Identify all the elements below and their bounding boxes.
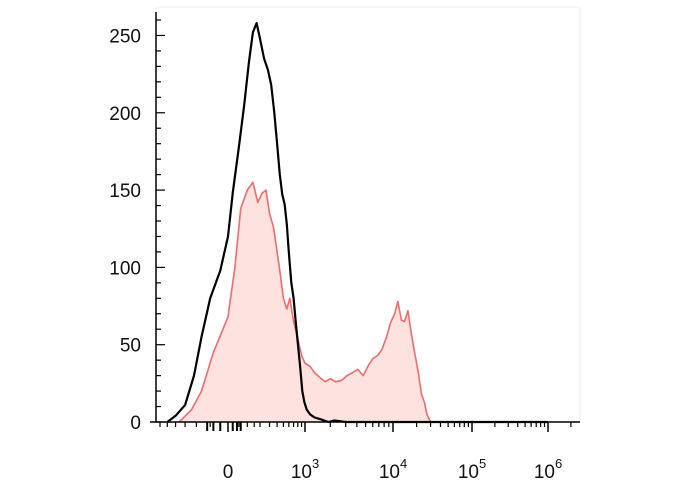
series-0-area [179, 182, 548, 422]
y-tick-label: 150 [109, 181, 141, 202]
y-tick-label: 0 [130, 413, 141, 434]
x-tick-label: 0 [223, 462, 234, 483]
x-axis: 0 103 104 105 106 [150, 421, 580, 483]
series-1-line [166, 22, 548, 424]
line-series-group [166, 22, 548, 424]
y-tick-label: 200 [109, 104, 141, 125]
x-tick-label: 104 [379, 456, 407, 483]
filled-series-group [178, 181, 548, 423]
series-0-outline [178, 181, 548, 423]
y-tick-label: 250 [109, 26, 141, 47]
x-tick-label: 106 [534, 456, 562, 483]
y-axis: 0 50 100 150 200 250 [109, 12, 165, 434]
y-tick-label: 50 [120, 336, 141, 357]
x-tick-label: 105 [458, 456, 486, 483]
y-tick-label: 100 [109, 258, 141, 279]
x-tick-label: 103 [291, 456, 319, 483]
